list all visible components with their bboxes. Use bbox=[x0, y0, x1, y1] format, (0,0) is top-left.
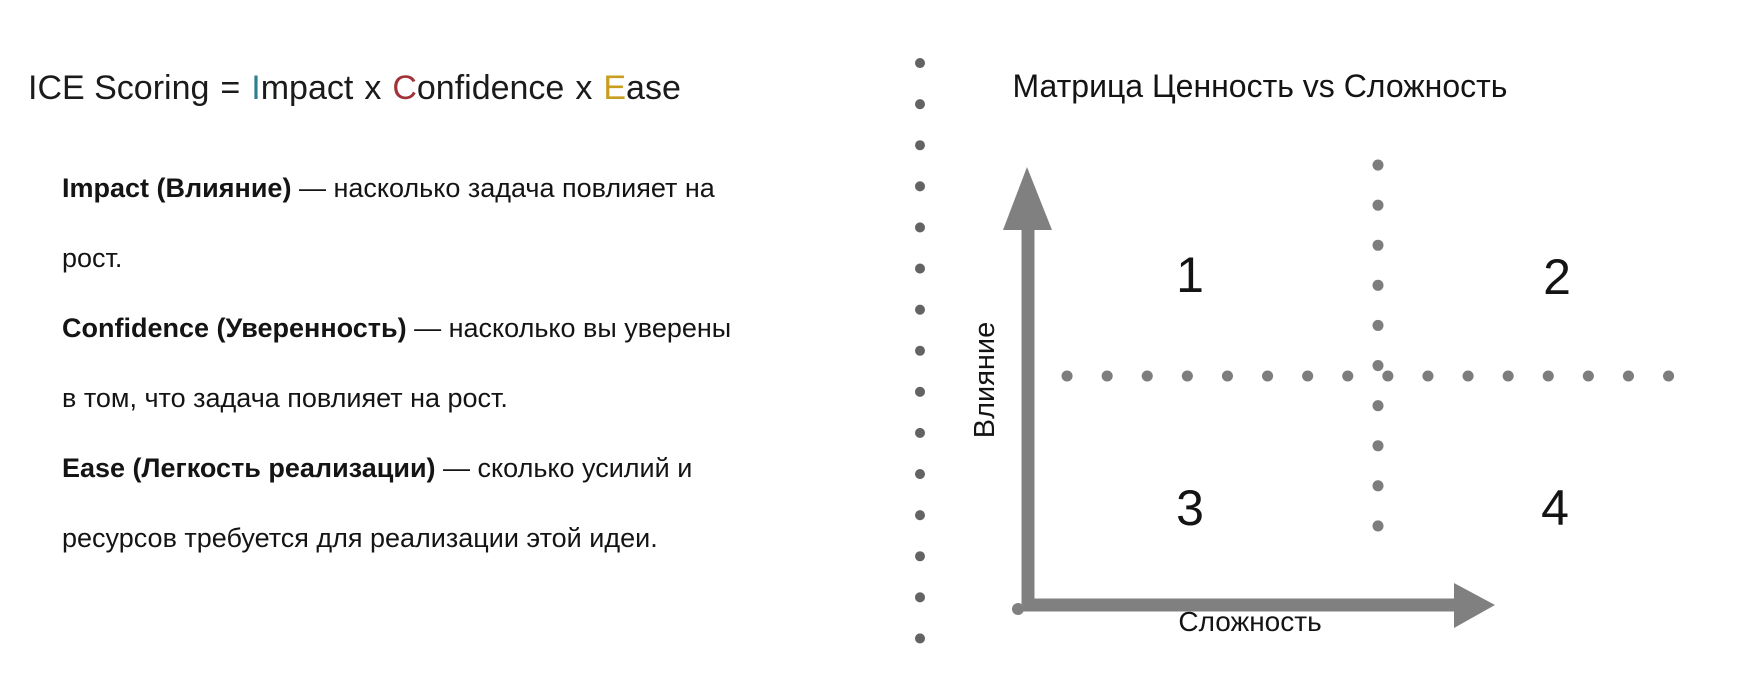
multiply-sign-1: x bbox=[364, 69, 382, 107]
quadrant-label-1: 1 bbox=[1176, 247, 1204, 303]
matrix-title: Матрица Ценность vs Сложность bbox=[1012, 68, 1508, 104]
definition-impact: Impact (Влияние) — насколько задача повл… bbox=[62, 153, 762, 293]
ease-term: Ease (Легкость реализации) bbox=[62, 453, 436, 483]
section-divider-dotted-line bbox=[915, 58, 925, 648]
definitions-list: Impact (Влияние) — насколько задача повл… bbox=[62, 153, 762, 573]
quadrant-label-2: 2 bbox=[1543, 249, 1571, 305]
ease-rest: ase bbox=[626, 69, 681, 107]
quadrant-label-4: 4 bbox=[1541, 480, 1569, 536]
x-axis-arrowhead-icon bbox=[1454, 583, 1495, 628]
confidence-description-line1: — насколько вы уверены bbox=[406, 313, 732, 343]
ice-formula-title: ICE Scoring = Impact x Confidence x Ease bbox=[28, 66, 681, 110]
ease-first-letter: E bbox=[603, 69, 627, 107]
quadrant-label-3: 3 bbox=[1176, 480, 1204, 536]
definition-confidence: Confidence (Уверенность) — насколько вы … bbox=[62, 293, 762, 433]
origin-dot bbox=[1012, 603, 1024, 615]
ease-description-line2: ресурсов требуется для реализации этой и… bbox=[62, 523, 658, 553]
impact-description-line1: — насколько задача повлияет на bbox=[291, 173, 715, 203]
definition-ease: Ease (Легкость реализации) — сколько уси… bbox=[62, 433, 762, 573]
confidence-rest: onfidence bbox=[416, 69, 565, 107]
equals-sign: = bbox=[220, 69, 241, 107]
formula-prefix: ICE Scoring bbox=[28, 69, 210, 107]
y-axis-arrowhead-icon bbox=[1003, 167, 1052, 230]
confidence-description-line2: в том, что задача повлияет на рост. bbox=[62, 383, 508, 413]
y-axis-label: Влияние bbox=[969, 321, 1001, 439]
confidence-first-letter: C bbox=[392, 69, 417, 107]
value-complexity-matrix bbox=[1003, 159, 1714, 628]
confidence-term: Confidence (Уверенность) bbox=[62, 313, 407, 343]
term-confidence: Confidence bbox=[392, 69, 564, 107]
impact-description-line2: рост. bbox=[62, 243, 123, 273]
impact-rest: mpact bbox=[260, 69, 354, 107]
multiply-sign-2: x bbox=[575, 69, 593, 107]
ease-description-line1: — сколько усилий и bbox=[435, 453, 693, 483]
term-ease: Ease bbox=[603, 69, 681, 107]
impact-first-letter: I bbox=[251, 69, 261, 107]
x-axis-label: Сложность bbox=[1178, 606, 1322, 637]
term-impact: Impact bbox=[251, 69, 353, 107]
impact-term: Impact (Влияние) bbox=[62, 173, 292, 203]
